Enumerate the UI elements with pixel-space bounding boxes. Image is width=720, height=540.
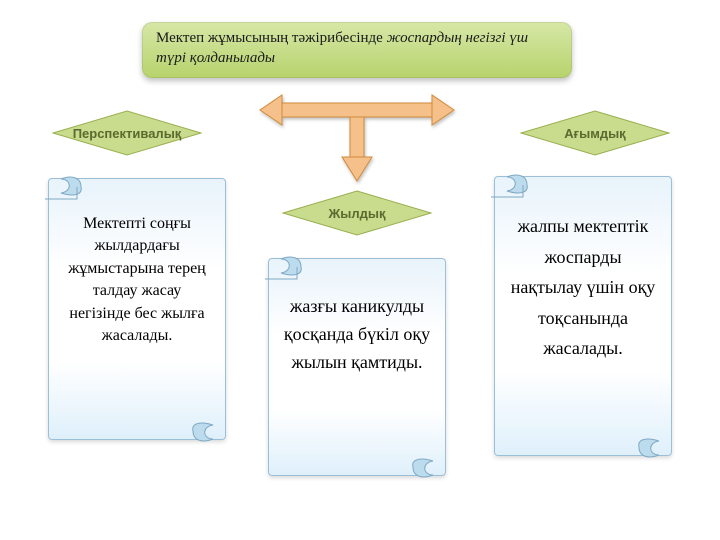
scroll-mid-paper: жазғы каникулды қосқанда бүкіл оқу жылын… bbox=[268, 258, 446, 476]
scroll-left-paper: Мектепті соңғы жылдардағы жұмыстарына те… bbox=[48, 178, 226, 440]
scroll-curl-icon bbox=[43, 173, 83, 201]
node-perspektivalyq: Перспективалық bbox=[52, 110, 202, 156]
node-left-label: Перспективалық bbox=[73, 126, 182, 141]
scroll-right-text: жалпы мектептік жоспарды нақтылау үшін о… bbox=[511, 216, 656, 358]
three-way-arrow bbox=[252, 85, 462, 185]
scroll-curl-icon bbox=[637, 433, 677, 461]
scroll-left: Мектепті соңғы жылдардағы жұмыстарына те… bbox=[48, 178, 226, 440]
scroll-mid-text: жазғы каникулды қосқанда бүкіл оқу жылын… bbox=[284, 296, 430, 372]
scroll-right-paper: жалпы мектептік жоспарды нақтылау үшін о… bbox=[494, 176, 672, 456]
scroll-curl-icon bbox=[263, 253, 303, 281]
node-zhyldyq: Жылдық bbox=[282, 190, 432, 236]
scroll-right: жалпы мектептік жоспарды нақтылау үшін о… bbox=[494, 176, 672, 456]
node-right-label: Ағымдық bbox=[564, 126, 625, 141]
scroll-curl-icon bbox=[191, 417, 231, 445]
scroll-curl-icon bbox=[411, 453, 451, 481]
scroll-curl-icon bbox=[489, 171, 529, 199]
node-mid-label: Жылдық bbox=[329, 206, 386, 221]
title-plain: Мектеп жұмысының тәжірибесінде bbox=[156, 30, 387, 46]
scroll-left-text: Мектепті соңғы жылдардағы жұмыстарына те… bbox=[68, 215, 206, 344]
node-agymdyq: Ағымдық bbox=[520, 110, 670, 156]
scroll-mid: жазғы каникулды қосқанда бүкіл оқу жылын… bbox=[268, 258, 446, 476]
title-box: Мектеп жұмысының тәжірибесінде жоспардың… bbox=[142, 22, 572, 78]
